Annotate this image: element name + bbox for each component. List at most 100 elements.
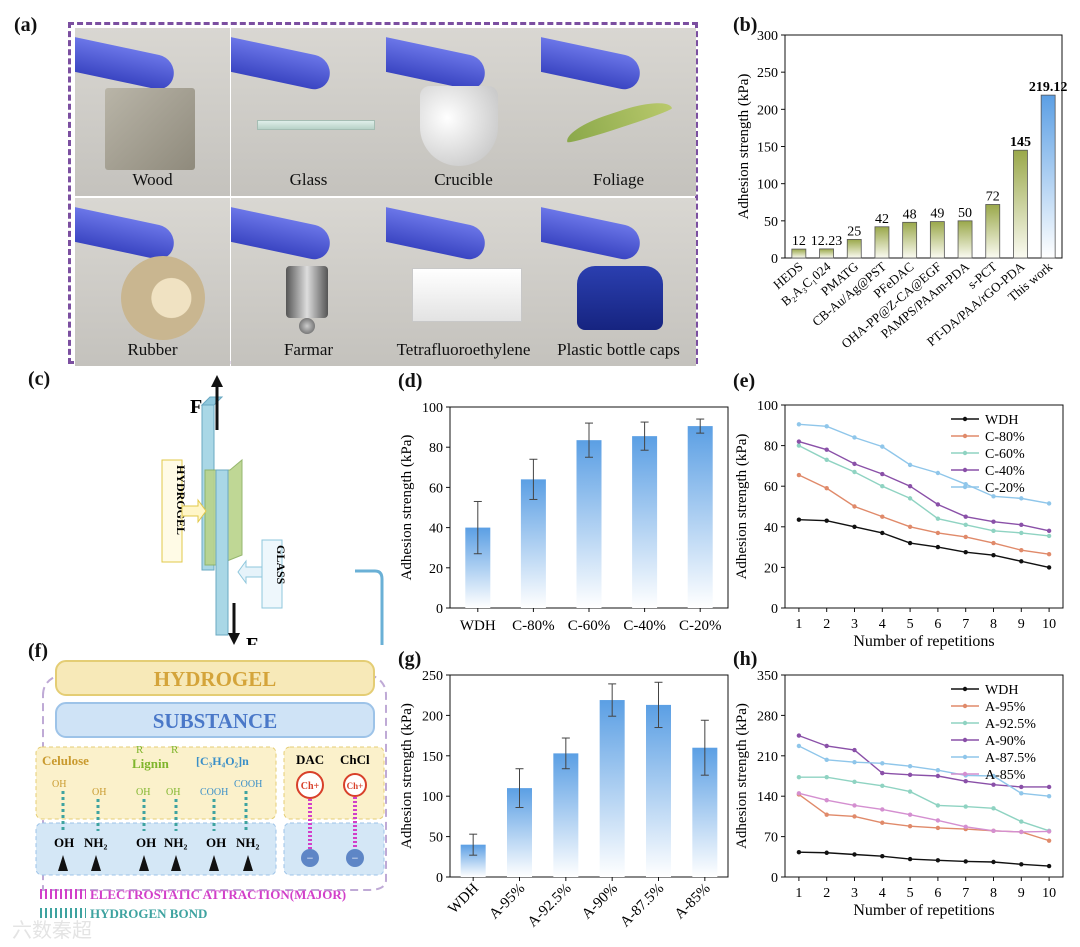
bar bbox=[632, 436, 658, 608]
data-point bbox=[852, 803, 857, 808]
surface-anchor-icon bbox=[209, 855, 219, 871]
plot-frame bbox=[449, 674, 729, 878]
x-tick-label: 6 bbox=[934, 886, 941, 901]
x-tick-label: A-85% bbox=[672, 881, 714, 923]
glass-tag-label: GLASS bbox=[274, 545, 288, 585]
hydrogel-pointer-icon bbox=[181, 498, 207, 524]
data-point bbox=[824, 447, 829, 452]
photo-bottle-caps: Plastic bottle caps bbox=[541, 198, 696, 366]
y-tick-label: 20 bbox=[429, 562, 443, 577]
watermark: 六数秦超 bbox=[12, 918, 92, 942]
y-axis-label: Adhesion strength (kPa) bbox=[734, 434, 750, 580]
bar bbox=[846, 239, 862, 259]
panel-label-f: (f) bbox=[28, 640, 48, 662]
data-point bbox=[880, 444, 885, 449]
y-tick-label: 50 bbox=[764, 215, 778, 230]
y-tick-label: 40 bbox=[429, 522, 443, 537]
data-point bbox=[852, 814, 857, 819]
data-point bbox=[880, 514, 885, 519]
series-line bbox=[798, 792, 1050, 833]
data-point bbox=[824, 486, 829, 491]
y-tick-label: 280 bbox=[757, 709, 778, 724]
data-point bbox=[1046, 829, 1052, 834]
data-point bbox=[963, 549, 968, 555]
data-point bbox=[1046, 528, 1052, 534]
x-tick-label: 9 bbox=[1018, 617, 1025, 632]
cation-label: Ch+ bbox=[347, 781, 364, 791]
hydrogel-bar bbox=[55, 660, 375, 696]
data-point bbox=[880, 770, 885, 776]
y-tick-label: 100 bbox=[422, 401, 443, 416]
photo-foliage: Foliage bbox=[541, 28, 696, 196]
leaf-shape bbox=[563, 95, 673, 145]
bar bbox=[599, 700, 625, 877]
data-point bbox=[796, 733, 802, 738]
oh-label: OH bbox=[52, 779, 66, 790]
x-tick-label: C-80% bbox=[512, 618, 555, 634]
y-tick-label: 80 bbox=[764, 440, 778, 455]
cation-icon bbox=[296, 771, 324, 799]
finger-shape bbox=[231, 203, 334, 263]
surface-oh-label: OH bbox=[136, 835, 156, 850]
y-tick-label: 100 bbox=[422, 790, 443, 805]
bar bbox=[957, 220, 973, 259]
data-point bbox=[1046, 784, 1052, 790]
x-tick-label: WDH bbox=[460, 618, 496, 634]
surface-anchor-icon bbox=[171, 855, 181, 871]
weight-shape bbox=[286, 266, 328, 318]
weight-knob bbox=[299, 318, 315, 334]
y-tick-label: 250 bbox=[422, 669, 443, 684]
y-tick-label: 350 bbox=[757, 669, 778, 684]
photo-caption: Plastic bottle caps bbox=[557, 340, 680, 359]
y-tick-label: 20 bbox=[764, 561, 778, 576]
y-tick-label: 60 bbox=[764, 480, 778, 495]
legend-label: WDH bbox=[985, 413, 1018, 428]
x-tick-label: 1 bbox=[795, 886, 802, 901]
glass-plate-top bbox=[200, 396, 224, 406]
glass-slide bbox=[257, 120, 375, 130]
x-tick-label: 2 bbox=[823, 886, 830, 901]
data-point bbox=[796, 774, 802, 780]
rubber-roll bbox=[121, 256, 205, 340]
panel-label-c: (c) bbox=[28, 368, 51, 390]
legend-label: C-60% bbox=[985, 447, 1025, 462]
data-point bbox=[1019, 547, 1024, 553]
x-tick-label: WDH bbox=[445, 880, 482, 917]
bar-value-label: 219.12 bbox=[1029, 80, 1068, 95]
y-tick-label: 250 bbox=[757, 66, 778, 81]
force-label-bottom: F bbox=[246, 634, 258, 645]
data-point bbox=[824, 424, 829, 429]
data-point bbox=[991, 806, 996, 811]
bar-value-label: 49 bbox=[930, 207, 944, 222]
photo-caption: Crucible bbox=[434, 170, 493, 189]
y-tick-label: 0 bbox=[771, 602, 778, 617]
data-point bbox=[935, 516, 941, 521]
bar bbox=[520, 479, 546, 608]
y-tick-label: 300 bbox=[757, 29, 778, 44]
series-line bbox=[798, 423, 1050, 505]
data-point bbox=[991, 519, 996, 524]
oh-label: OH bbox=[136, 787, 150, 798]
data-point bbox=[796, 791, 802, 796]
data-point bbox=[880, 484, 885, 489]
substance-bar bbox=[55, 702, 375, 738]
photo-grid-frame: Wood Glass Crucible Foliage Rubber Farma… bbox=[68, 22, 698, 366]
cation-icon bbox=[343, 773, 367, 797]
legend-label: A-95% bbox=[985, 700, 1026, 715]
finger-shape bbox=[75, 203, 178, 263]
data-point bbox=[796, 439, 802, 444]
data-point bbox=[963, 522, 968, 527]
x-tick-label: A-95% bbox=[486, 881, 528, 923]
surface-anchor-icon bbox=[58, 855, 68, 871]
data-point bbox=[991, 553, 996, 558]
bar bbox=[985, 204, 1001, 259]
surface-oh-label: OH bbox=[206, 835, 226, 850]
adhesion-mechanism-diagram: HYDROGEL SUBSTANCE Celulose Lignin [C₃H₄… bbox=[35, 660, 387, 921]
data-point bbox=[935, 803, 941, 808]
y-tick-label: 0 bbox=[771, 871, 778, 886]
x-tick-label: 7 bbox=[962, 617, 969, 632]
bar-value-label: 72 bbox=[986, 189, 1000, 204]
data-point bbox=[824, 850, 829, 855]
cooh-label: COOH bbox=[234, 779, 262, 790]
legend-marker bbox=[962, 416, 968, 422]
